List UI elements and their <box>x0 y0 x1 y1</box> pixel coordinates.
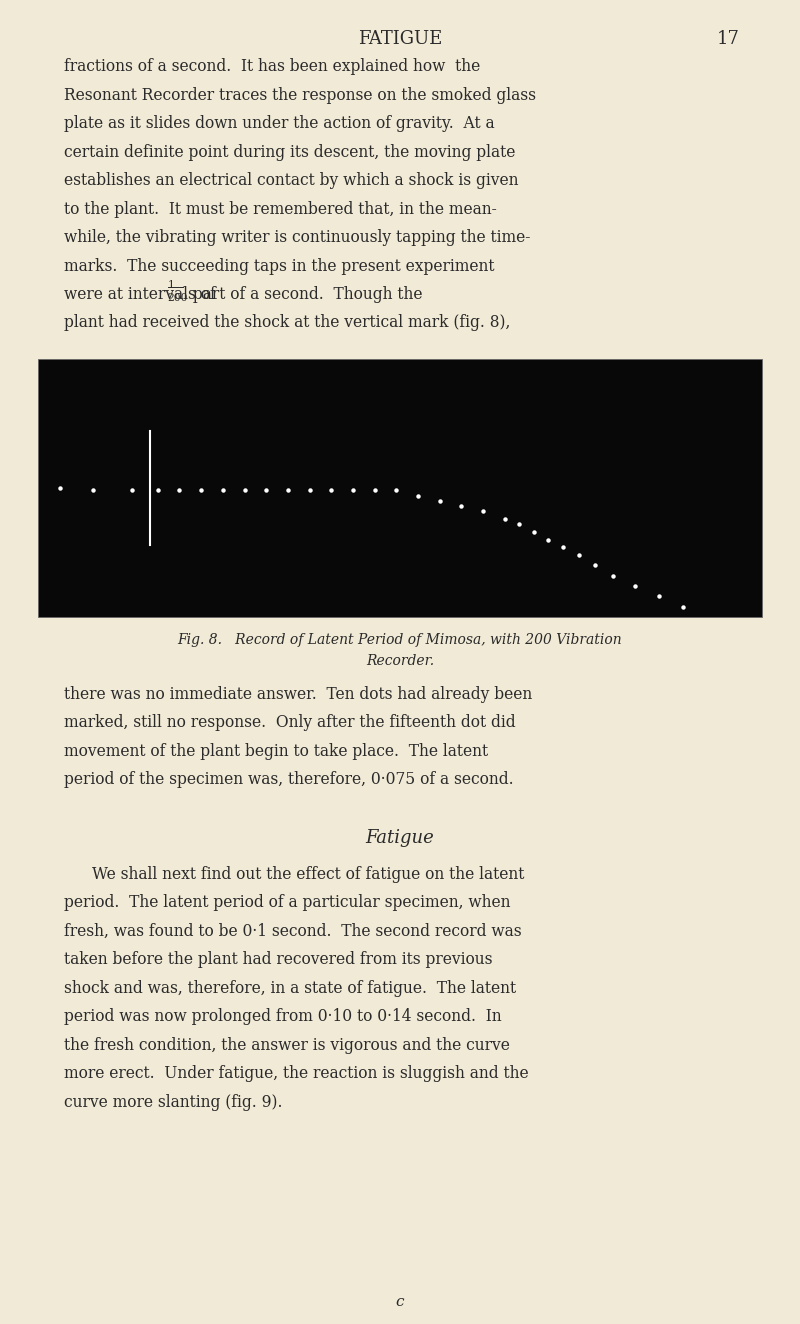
Text: taken before the plant had recovered from its previous: taken before the plant had recovered fro… <box>64 951 493 968</box>
Text: fractions of a second.  It has been explained how  the: fractions of a second. It has been expla… <box>64 58 480 75</box>
Text: period was now prolonged from 0·10 to 0·14 second.  In: period was now prolonged from 0·10 to 0·… <box>64 1009 502 1025</box>
Text: Resonant Recorder traces the response on the smoked glass: Resonant Recorder traces the response on… <box>64 87 536 103</box>
Text: plate as it slides down under the action of gravity.  At a: plate as it slides down under the action… <box>64 115 494 132</box>
Text: to the plant.  It must be remembered that, in the mean-: to the plant. It must be remembered that… <box>64 200 497 217</box>
Text: certain definite point during its descent, the moving plate: certain definite point during its descen… <box>64 144 515 160</box>
Text: were at intervals of: were at intervals of <box>64 286 221 303</box>
Text: period.  The latent period of a particular specimen, when: period. The latent period of a particula… <box>64 894 510 911</box>
Text: 1: 1 <box>167 279 174 290</box>
Text: Fig. 8.   Record of Latent Period of Mimosa, with 200 Vibration: Fig. 8. Record of Latent Period of Mimos… <box>178 633 622 647</box>
Text: part of a second.  Though the: part of a second. Though the <box>188 286 422 303</box>
Text: while, the vibrating writer is continuously tapping the time-: while, the vibrating writer is continuou… <box>64 229 530 246</box>
Text: fresh, was found to be 0·1 second.  The second record was: fresh, was found to be 0·1 second. The s… <box>64 923 522 940</box>
Text: Recorder.: Recorder. <box>366 654 434 669</box>
Text: plant had received the shock at the vertical mark (fig. 8),: plant had received the shock at the vert… <box>64 314 510 331</box>
Text: period of the specimen was, therefore, 0·075 of a second.: period of the specimen was, therefore, 0… <box>64 771 514 788</box>
Text: c: c <box>396 1295 404 1309</box>
Text: curve more slanting (fig. 9).: curve more slanting (fig. 9). <box>64 1094 282 1111</box>
Text: 17: 17 <box>717 30 739 49</box>
Text: marks.  The succeeding taps in the present experiment: marks. The succeeding taps in the presen… <box>64 257 494 274</box>
Text: We shall next find out the effect of fatigue on the latent: We shall next find out the effect of fat… <box>92 866 524 883</box>
Text: Fatigue: Fatigue <box>366 829 434 847</box>
Text: 200: 200 <box>167 293 188 303</box>
Text: establishes an electrical contact by which a shock is given: establishes an electrical contact by whi… <box>64 172 518 189</box>
Text: FATIGUE: FATIGUE <box>358 30 442 49</box>
Text: the fresh condition, the answer is vigorous and the curve: the fresh condition, the answer is vigor… <box>64 1037 510 1054</box>
Text: movement of the plant begin to take place.  The latent: movement of the plant begin to take plac… <box>64 743 488 760</box>
Text: more erect.  Under fatigue, the reaction is sluggish and the: more erect. Under fatigue, the reaction … <box>64 1064 529 1082</box>
Text: marked, still no response.  Only after the fifteenth dot did: marked, still no response. Only after th… <box>64 714 516 731</box>
Text: there was no immediate answer.  Ten dots had already been: there was no immediate answer. Ten dots … <box>64 686 532 703</box>
Text: shock and was, therefore, in a state of fatigue.  The latent: shock and was, therefore, in a state of … <box>64 980 516 997</box>
